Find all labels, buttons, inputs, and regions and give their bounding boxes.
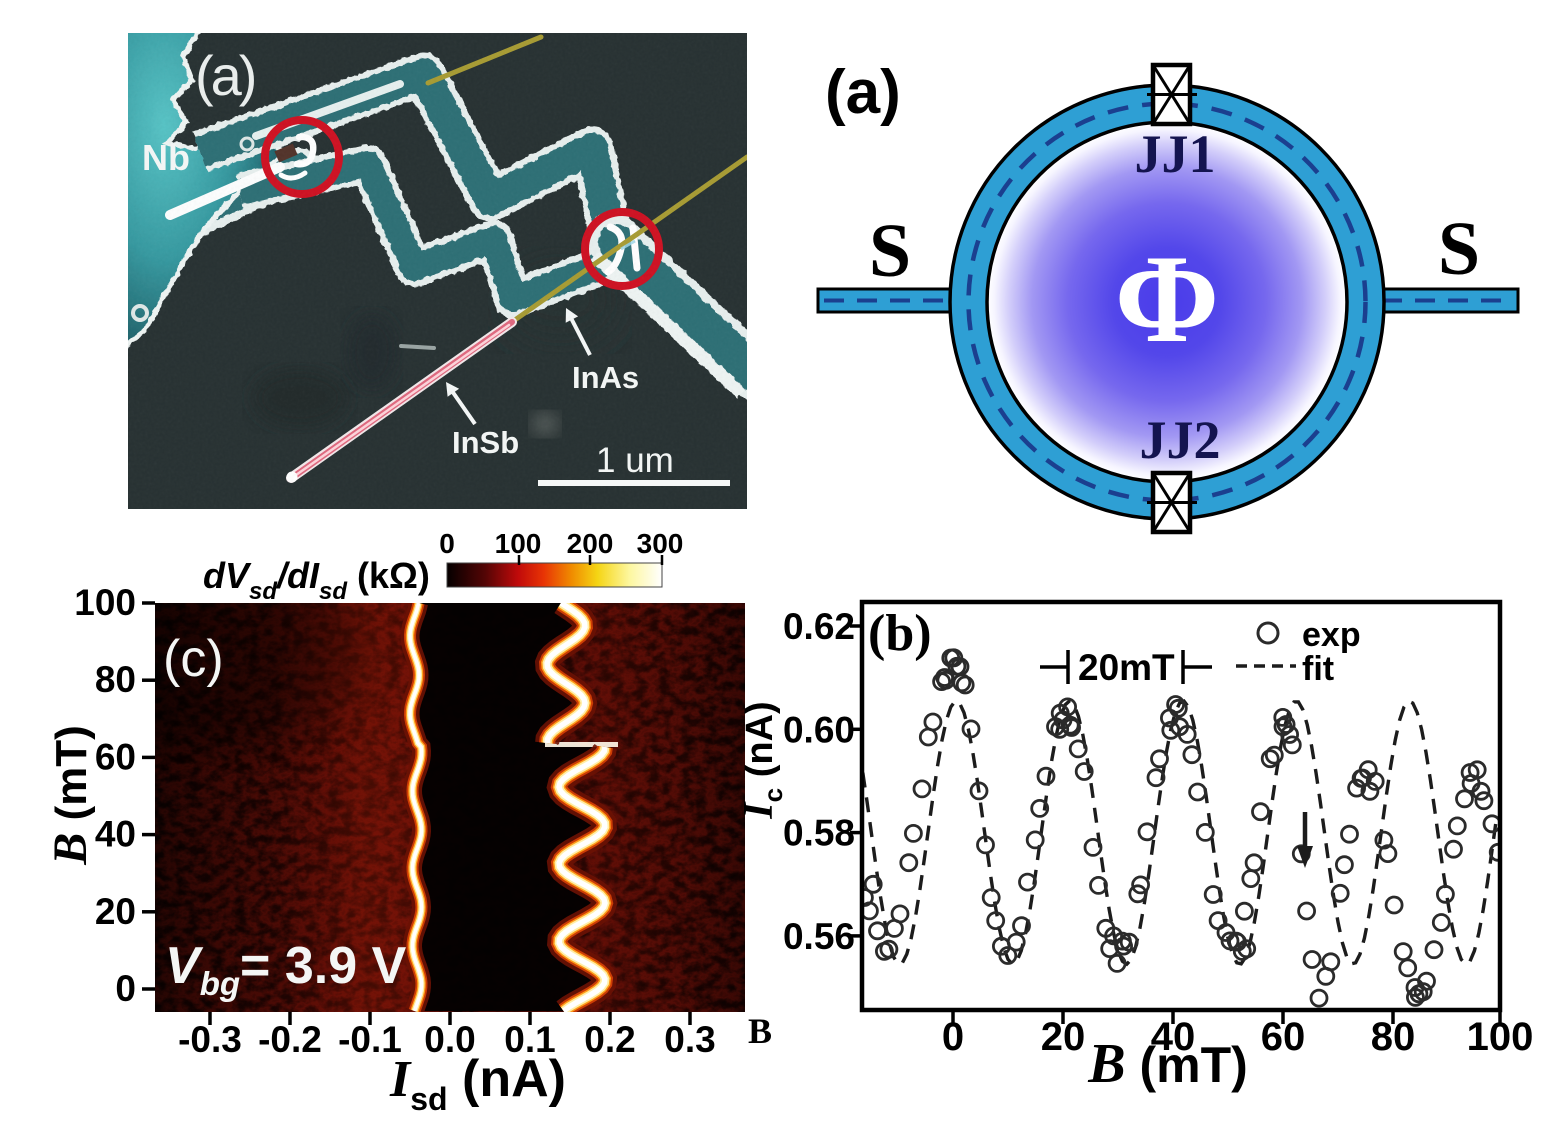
svg-text:exp: exp <box>1302 616 1361 654</box>
svg-text:1 um: 1 um <box>596 441 674 480</box>
svg-text:20: 20 <box>1041 1015 1086 1059</box>
svg-text:0: 0 <box>439 528 455 559</box>
svg-text:-0.3: -0.3 <box>178 1019 242 1060</box>
svg-text:0.3: 0.3 <box>664 1019 715 1060</box>
svg-text:dVsd/dIsd (kΩ): dVsd/dIsd (kΩ) <box>203 555 430 605</box>
svg-text:100: 100 <box>74 582 136 623</box>
svg-text:Ic (nA): Ic (nA) <box>736 701 788 819</box>
svg-text:JJ2: JJ2 <box>1140 410 1221 470</box>
svg-text:B (mT): B (mT) <box>1087 1033 1248 1095</box>
svg-text:Φ: Φ <box>1115 230 1219 369</box>
svg-text:0.60: 0.60 <box>783 709 855 750</box>
svg-text:(a): (a) <box>825 58 901 127</box>
svg-text:JJ1: JJ1 <box>1135 124 1216 184</box>
svg-text:0.58: 0.58 <box>783 813 855 854</box>
svg-text:80: 80 <box>1371 1015 1416 1059</box>
svg-text:100: 100 <box>1467 1015 1534 1059</box>
svg-text:(b): (b) <box>868 605 932 662</box>
svg-text:0.2: 0.2 <box>584 1019 635 1060</box>
svg-text:0.1: 0.1 <box>504 1019 555 1060</box>
svg-text:0.0: 0.0 <box>424 1019 475 1060</box>
svg-text:60: 60 <box>1261 1015 1306 1059</box>
svg-text:0.56: 0.56 <box>783 916 855 957</box>
svg-text:0: 0 <box>115 968 136 1009</box>
svg-text:60: 60 <box>95 736 136 777</box>
svg-text:InSb: InSb <box>452 425 519 460</box>
svg-text:-0.2: -0.2 <box>258 1019 322 1060</box>
svg-text:InAs: InAs <box>572 360 639 395</box>
svg-text:Nb: Nb <box>142 137 190 178</box>
svg-text:B (mT): B (mT) <box>44 725 97 866</box>
svg-text:(a): (a) <box>195 44 255 107</box>
svg-text:80: 80 <box>95 659 136 700</box>
svg-text:fit: fit <box>1302 650 1334 688</box>
svg-text:40: 40 <box>1151 1015 1196 1059</box>
svg-text:0: 0 <box>942 1015 964 1059</box>
svg-text:100: 100 <box>495 528 542 559</box>
svg-text:300: 300 <box>637 528 684 559</box>
svg-text:200: 200 <box>567 528 614 559</box>
svg-text:(c): (c) <box>163 630 224 688</box>
svg-text:0.62: 0.62 <box>783 606 855 647</box>
svg-text:-0.1: -0.1 <box>338 1019 402 1060</box>
svg-text:S: S <box>869 209 911 293</box>
svg-text:40: 40 <box>95 814 136 855</box>
svg-text:20mT: 20mT <box>1078 647 1175 688</box>
svg-text:Isd (nA): Isd (nA) <box>389 1050 566 1117</box>
svg-text:B: B <box>748 1011 772 1051</box>
svg-text:20: 20 <box>95 891 136 932</box>
svg-text:S: S <box>1438 207 1480 291</box>
